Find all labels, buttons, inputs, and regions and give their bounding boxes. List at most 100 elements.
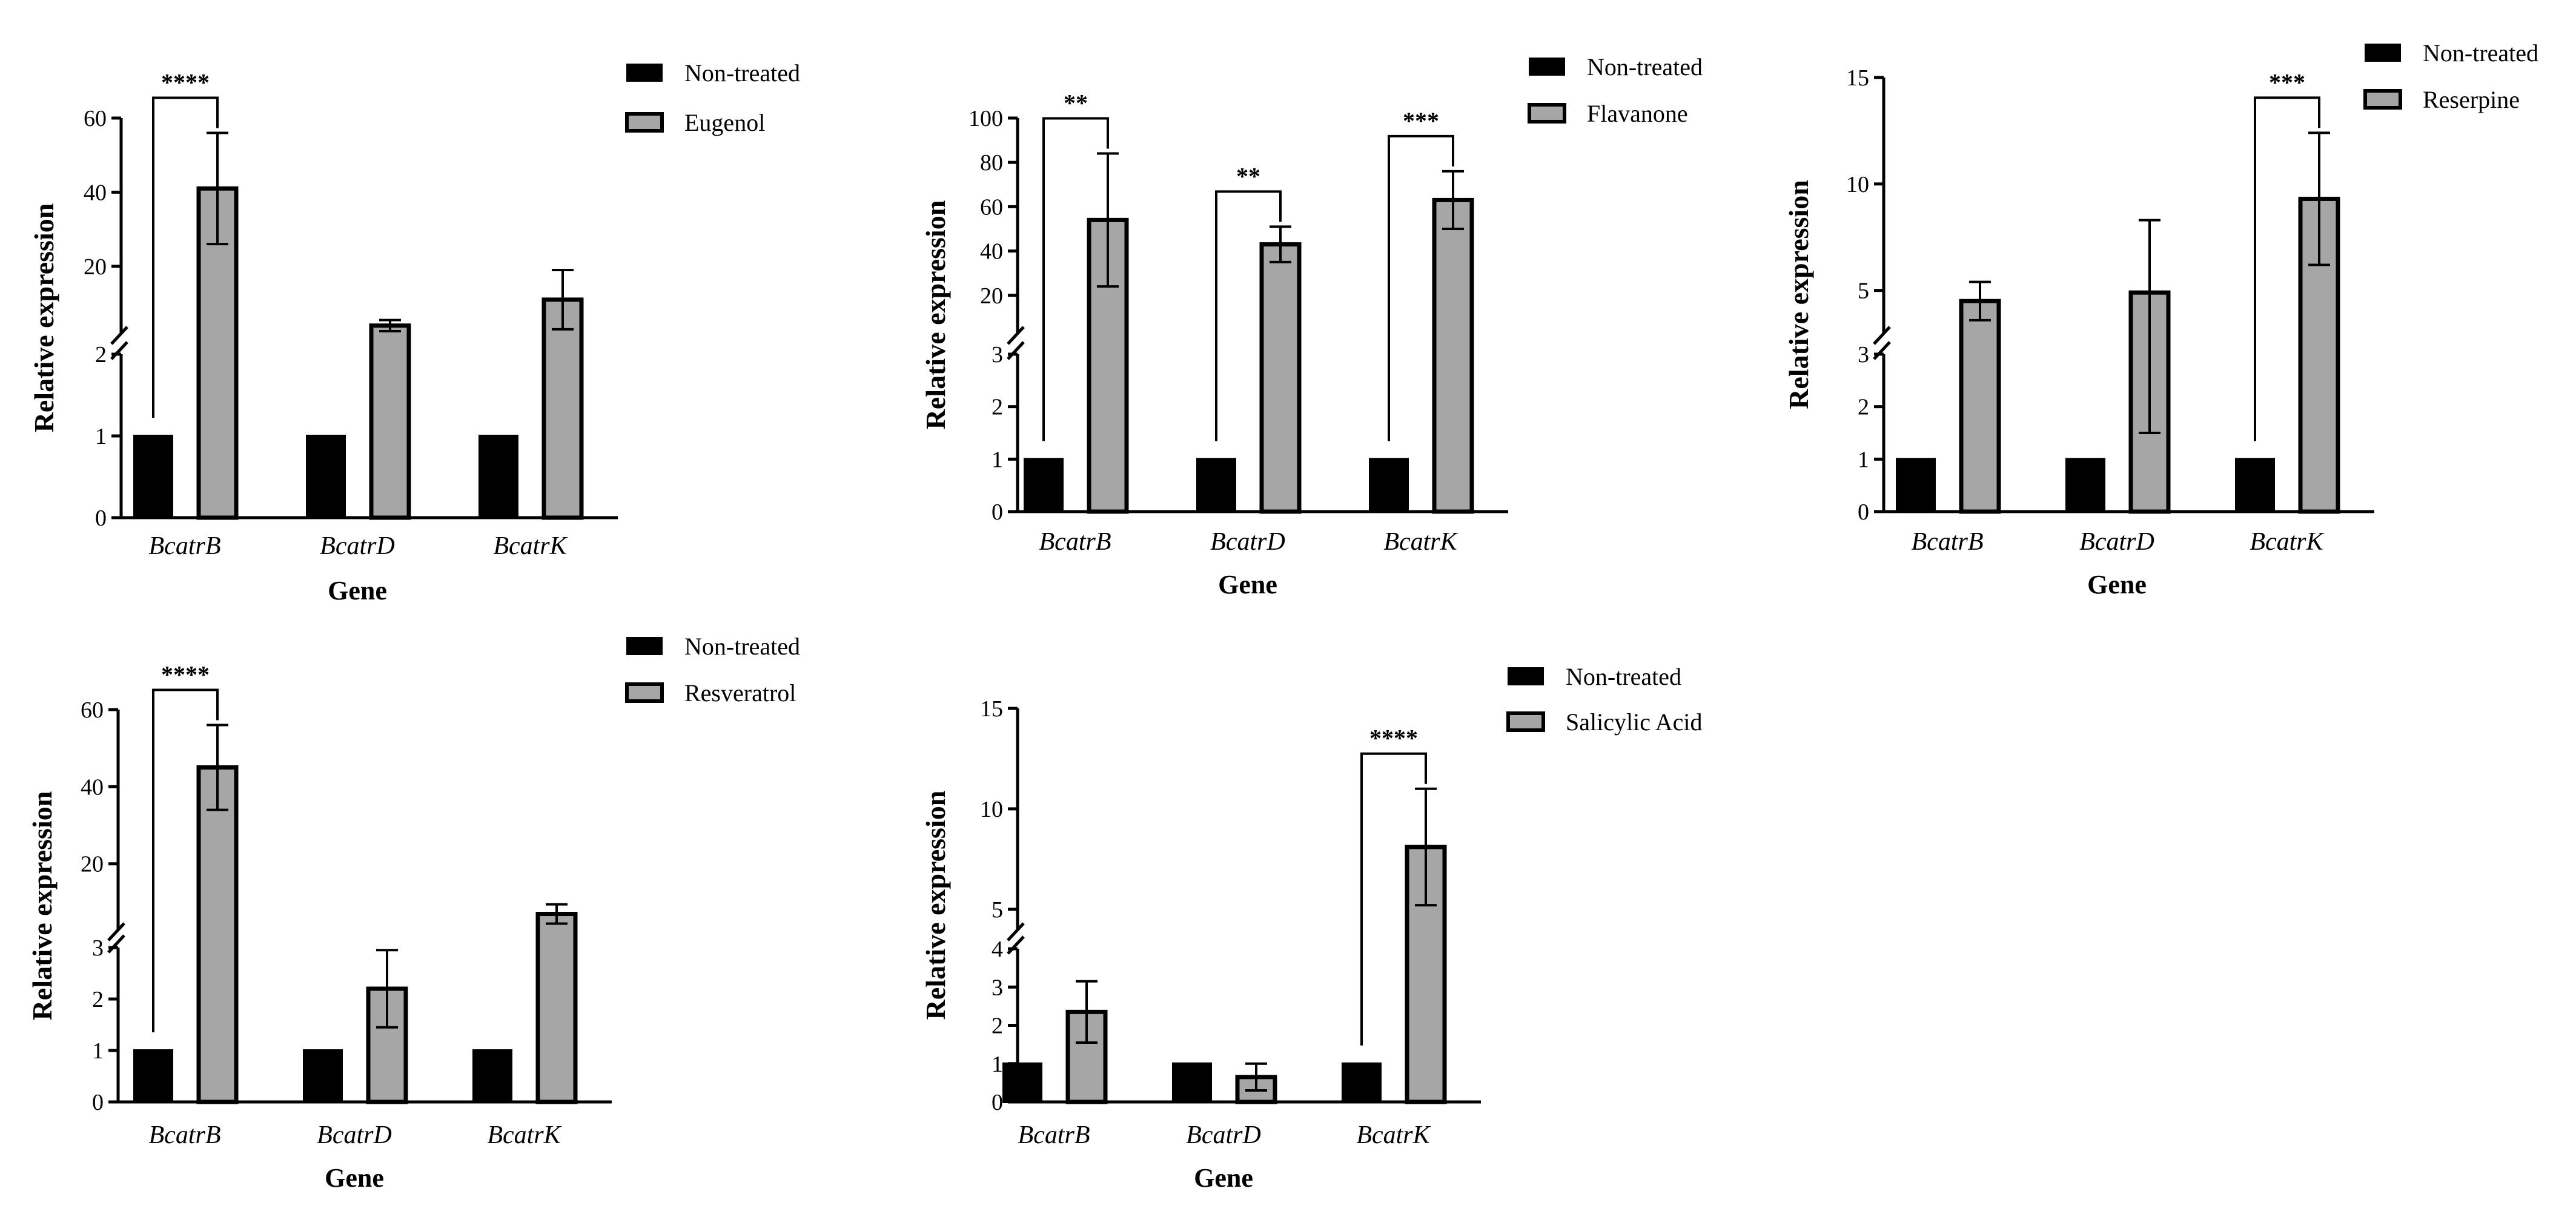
y-tick-label: 15 xyxy=(1846,65,1869,91)
y-tick-label: 60 xyxy=(81,697,104,723)
legend-label: Non-treated xyxy=(1587,53,1703,81)
y-tick-label: 3 xyxy=(992,342,1003,368)
significance-label: ** xyxy=(1064,90,1088,117)
bar-nontreated-bcatrk xyxy=(1369,458,1409,513)
y-tick-label: 1 xyxy=(992,447,1003,472)
x-axis-label: Gene xyxy=(1194,1163,1253,1193)
y-tick-label: 80 xyxy=(980,150,1003,176)
axis-break-mark xyxy=(1007,326,1025,345)
y-tick-label: 2 xyxy=(992,395,1003,420)
y-tick-label: 60 xyxy=(84,106,107,131)
significance-label: **** xyxy=(1369,725,1418,752)
y-tick-label: 2 xyxy=(1858,395,1869,420)
significance-label: *** xyxy=(1403,107,1439,134)
y-tick-label: 5 xyxy=(992,897,1003,923)
x-tick-label: BcatrB xyxy=(1018,1121,1090,1149)
bar-treated-bcatrd xyxy=(1259,242,1302,514)
significance-bracket xyxy=(1215,190,1282,441)
x-tick-label: BcatrK xyxy=(2250,528,2324,556)
y-tick-label: 4 xyxy=(992,937,1003,962)
bar-treated-bcatrd xyxy=(369,323,411,520)
legend-swatch-treated xyxy=(2363,89,2402,110)
y-tick-label: 40 xyxy=(81,774,104,800)
legend-swatch-nontreated xyxy=(626,637,663,655)
legend-swatch-nontreated xyxy=(1529,58,1565,76)
legend-swatch-treated xyxy=(625,112,664,133)
significance-bracket xyxy=(152,96,219,418)
legend-swatch-treated xyxy=(1506,711,1545,732)
y-tick-label: 40 xyxy=(980,239,1003,265)
axis-break-mark xyxy=(110,326,128,345)
y-tick-label: 20 xyxy=(84,254,107,280)
x-tick-label: BcatrB xyxy=(149,532,221,560)
axis-break-mark xyxy=(107,922,125,941)
y-tick-label: 0 xyxy=(95,506,107,531)
significance-bracket xyxy=(152,688,219,1032)
bar-nontreated-bcatrb xyxy=(133,1049,173,1103)
axis-break-mark xyxy=(1873,341,1891,360)
x-axis-label: Gene xyxy=(328,576,387,605)
axis-break-mark xyxy=(1873,326,1891,345)
x-tick-label: BcatrK xyxy=(1356,1121,1431,1149)
y-tick-label: 2 xyxy=(95,342,107,368)
x-tick-label: BcatrB xyxy=(1039,528,1111,556)
significance-bracket xyxy=(2254,96,2320,441)
legend-swatch-nontreated xyxy=(2365,44,2401,62)
y-tick-label: 20 xyxy=(980,283,1003,309)
axis-break-mark xyxy=(1007,922,1025,941)
legend-label: Eugenol xyxy=(684,109,765,136)
bar-treated-bcatrb xyxy=(196,765,239,1104)
y-axis-label: Relative expression xyxy=(28,203,59,433)
chart-panel-1: 0 1 2 20 40 60 Relative expression BcatrB BcatrD… xyxy=(28,59,800,605)
legend-swatch-nontreated xyxy=(626,64,663,82)
bar-nontreated-bcatrd xyxy=(303,1049,343,1103)
y-tick-label: 1 xyxy=(1858,447,1869,472)
legend-label: Non-treated xyxy=(1566,663,1681,690)
significance-bracket xyxy=(1360,752,1427,1046)
bar-treated-bcatrk xyxy=(1405,845,1447,1104)
y-tick-label: 1 xyxy=(92,1038,104,1064)
x-tick-label: BcatrD xyxy=(317,1121,392,1149)
bar-treated-bcatrk xyxy=(541,297,584,520)
x-tick-label: BcatrK xyxy=(493,532,568,560)
y-tick-label: 0 xyxy=(1858,500,1869,525)
bar-nontreated-bcatrd xyxy=(1172,1062,1212,1103)
bar-nontreated-bcatrk xyxy=(472,1049,512,1103)
bar-nontreated-bcatrd xyxy=(306,435,346,519)
bar-nontreated-bcatrk xyxy=(1342,1062,1382,1103)
significance-label: **** xyxy=(161,661,210,688)
y-tick-label: 40 xyxy=(84,180,107,205)
bar-nontreated-bcatrk xyxy=(478,435,518,519)
chart-panel-5: 0 1 2 3 4 5 10 15 Relative expression BcatrB Bcatr… xyxy=(920,663,1703,1193)
legend-label: Non-treated xyxy=(2423,39,2538,67)
axis-break-mark xyxy=(107,934,125,954)
y-tick-label: 3 xyxy=(92,935,104,961)
x-tick-label: BcatrB xyxy=(1912,528,1984,556)
y-tick-label: 2 xyxy=(92,987,104,1012)
legend-label: Flavanone xyxy=(1587,100,1688,127)
legend-label: Salicylic Acid xyxy=(1566,708,1703,736)
chart-panel-3: 0 1 2 3 5 10 15 Relative expression BcatrB BcatrD… xyxy=(1783,39,2538,599)
significance-label: **** xyxy=(161,68,210,96)
x-tick-label: BcatrD xyxy=(2079,528,2154,556)
y-tick-label: 5 xyxy=(1858,279,1869,304)
x-axis-label: Gene xyxy=(2087,570,2147,599)
x-axis-label: Gene xyxy=(325,1163,384,1193)
y-axis-label: Relative expression xyxy=(27,791,58,1021)
bar-treated-bcatrk xyxy=(535,912,578,1104)
x-tick-label: BcatrK xyxy=(1383,528,1458,556)
legend-swatch-treated xyxy=(625,682,664,703)
significance-bracket xyxy=(1388,134,1454,441)
bar-nontreated-bcatrd xyxy=(1196,458,1236,513)
y-tick-label: 20 xyxy=(81,852,104,877)
chart-panel-2: 0 1 2 3 20 40 60 80 100 Relative expression BcatrB… xyxy=(920,53,1703,599)
y-tick-label: 15 xyxy=(980,696,1003,722)
x-axis-label: Gene xyxy=(1218,570,1277,599)
bar-nontreated-bcatrd xyxy=(2065,458,2105,513)
axis-break-mark xyxy=(110,341,128,360)
legend-label: Resveratrol xyxy=(684,679,796,707)
y-tick-label: 1 xyxy=(95,424,107,449)
legend-label: Reserpine xyxy=(2423,86,2520,113)
bar-nontreated-bcatrk xyxy=(2235,458,2275,513)
legend-swatch-nontreated xyxy=(1508,667,1544,685)
